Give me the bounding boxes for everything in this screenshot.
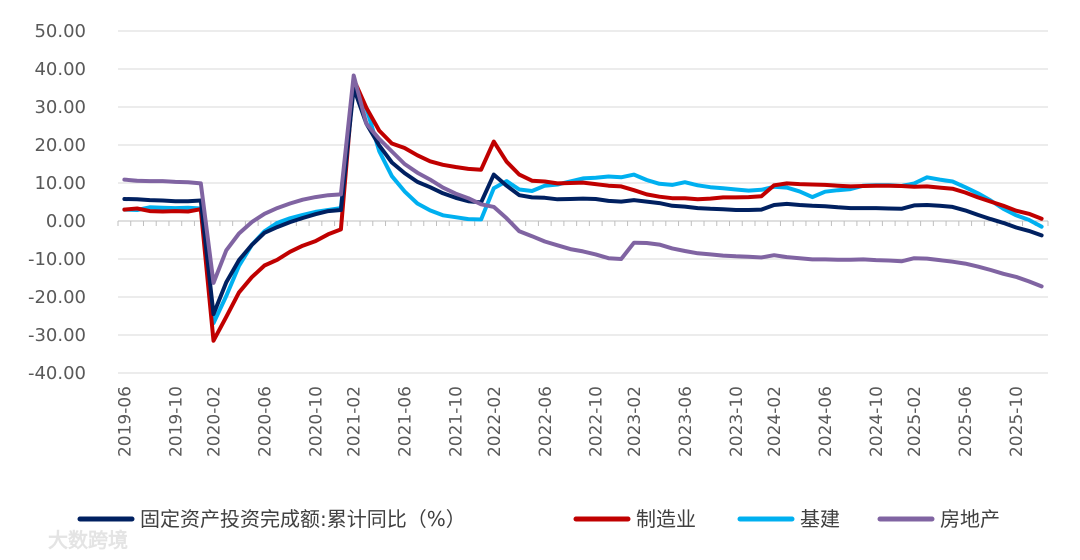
x-tick-label: 2022-10: [587, 386, 607, 457]
x-tick-label: 2019-10: [166, 386, 186, 457]
y-tick-label: 0.00: [46, 211, 86, 232]
x-tick-label: 2019-06: [115, 386, 135, 457]
x-tick-label: 2024-10: [867, 386, 887, 457]
x-tick-label: 2025-06: [956, 386, 976, 457]
y-tick-label: 40.00: [34, 59, 86, 80]
watermark: 大数跨境: [48, 528, 128, 552]
x-tick-label: 2022-02: [485, 386, 505, 457]
series-line-2: [122, 79, 1044, 326]
x-tick-label: 2023-02: [625, 386, 645, 457]
x-tick-label: 2023-10: [727, 386, 747, 457]
x-tick-label: 2020-10: [306, 386, 326, 457]
y-tick-label: -10.00: [28, 249, 86, 270]
x-tick-label: 2024-02: [765, 386, 785, 457]
series-lines: [122, 73, 1044, 343]
x-tick-label: 2020-06: [256, 386, 276, 457]
y-tick-label: 10.00: [34, 173, 86, 194]
series-line-0: [122, 86, 1044, 317]
x-tick-label: 2025-10: [1007, 386, 1027, 457]
y-tick-label: 20.00: [34, 135, 86, 156]
x-axis: 2019-06 2019-10 2020-02 2020-06 2020-10 2021-…: [115, 220, 1049, 457]
y-axis: 50.00 40.00 30.00 20.00 10.00 0.00 -10.00 -20.0…: [28, 21, 86, 384]
series-line-3: [122, 73, 1044, 289]
legend-label-2: 基建: [800, 507, 840, 531]
x-tick-label: 2021-06: [396, 386, 416, 457]
x-tick-label: 2024-06: [816, 386, 836, 457]
gridlines: [118, 30, 1048, 374]
series-line-1: [122, 77, 1044, 343]
x-tick-label: 2023-06: [676, 386, 696, 457]
legend-label-0: 固定资产投资完成额:累计同比（%）: [140, 507, 466, 531]
y-tick-label: -40.00: [28, 363, 86, 384]
y-tick-label: -20.00: [28, 287, 86, 308]
legend-label-3: 房地产: [940, 507, 1000, 531]
x-tick-label: 2025-02: [905, 386, 925, 457]
x-tick-label: 2022-06: [536, 386, 556, 457]
legend: 固定资产投资完成额:累计同比（%） 制造业 基建 房地产: [77, 507, 1000, 531]
y-tick-label: 50.00: [34, 21, 86, 42]
legend-label-1: 制造业: [636, 507, 696, 531]
y-tick-label: -30.00: [28, 325, 86, 346]
x-tick-label: 2021-02: [345, 386, 365, 457]
x-tick-label: 2021-10: [447, 386, 467, 457]
y-tick-label: 30.00: [34, 97, 86, 118]
watermark-text: 大数跨境: [48, 528, 128, 552]
x-tick-label: 2020-02: [205, 386, 225, 457]
